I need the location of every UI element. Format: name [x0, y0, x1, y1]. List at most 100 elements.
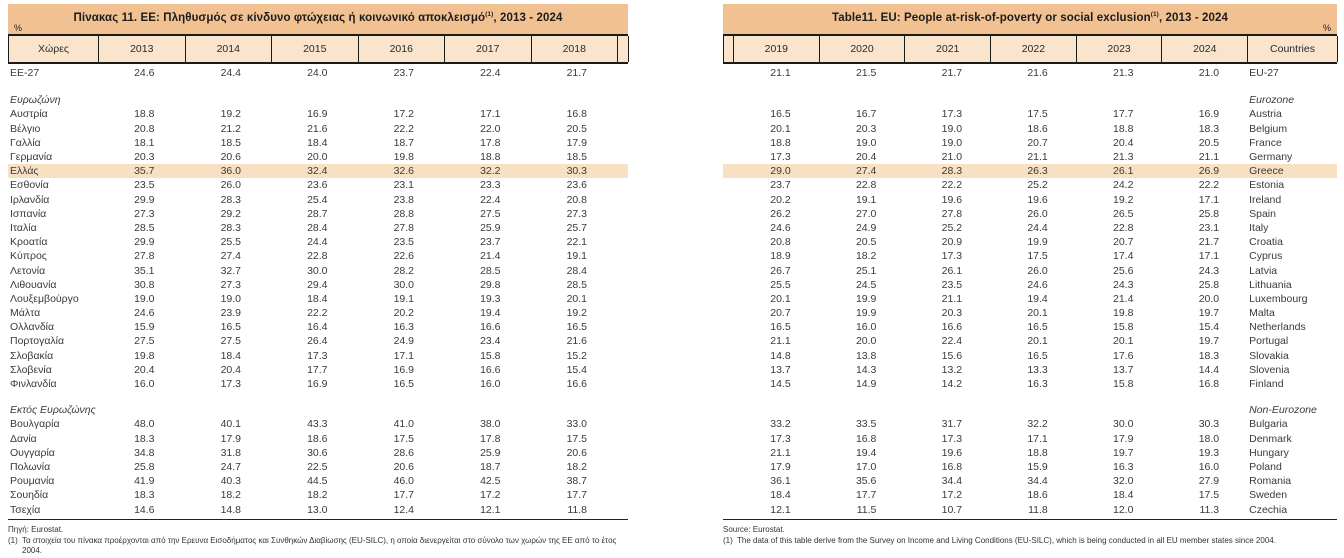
- value-cell: 29.2: [220, 207, 241, 220]
- source-line: Source: Eurostat.: [723, 524, 785, 534]
- value-cell: 23.1: [1198, 221, 1220, 234]
- value-cell: 23.6: [307, 179, 328, 192]
- value-cell: 31.8: [220, 446, 241, 459]
- table-english-body: 21.1 21.5 21.7 21.6 21.3 21.0 EU-27 Eurozone 16.…: [723, 64, 1337, 517]
- value-cell: 22.5: [307, 460, 328, 473]
- value-cell: 30.6: [307, 446, 328, 459]
- value-cell: 16.5: [220, 321, 241, 334]
- value-cell: 38.0: [480, 418, 501, 431]
- table-row: 23.7 22.8 22.2 25.2 24.2 22.2 Estonia: [723, 178, 1337, 192]
- value-cell: 29.8: [480, 278, 501, 291]
- value-cell: 42.5: [480, 475, 501, 488]
- value-cell: 23.7: [480, 236, 501, 249]
- value-cell: 24.0: [307, 67, 328, 80]
- value-cell: 16.0: [480, 378, 501, 391]
- value-cell: 34.8: [134, 446, 155, 459]
- country-label: Italy: [1249, 221, 1269, 234]
- value-cell: 18.4: [1113, 489, 1134, 502]
- value-cell: 22.6: [393, 250, 414, 263]
- value-cell: 16.3: [393, 321, 414, 334]
- country-label: Ελλάς: [10, 165, 39, 178]
- value-cell: 18.2: [307, 489, 328, 502]
- value-cell: 17.1: [480, 108, 501, 121]
- value-cell: 22.4: [480, 193, 501, 206]
- value-cell: 18.5: [566, 151, 587, 164]
- value-cell: 20.8: [134, 122, 155, 135]
- value-cell: 15.4: [566, 363, 587, 376]
- value-cell: 19.7: [1198, 335, 1220, 348]
- table-row: Βουλγαρία 48.0 40.1 43.3 41.0 38.0 33.0: [8, 417, 628, 431]
- value-cell: 24.9: [855, 221, 877, 234]
- country-label: EU-27: [1249, 67, 1279, 80]
- value-cell: 27.4: [855, 165, 877, 178]
- footnote-line: (1) Τα στοιχεία του πίνακα προέρχονται α…: [8, 536, 628, 557]
- section-row: Eurozone: [723, 93, 1337, 107]
- value-cell: 24.6: [134, 67, 155, 80]
- value-cell: 16.9: [393, 363, 414, 376]
- value-cell: 20.6: [220, 151, 241, 164]
- value-cell: 35.7: [134, 165, 155, 178]
- value-cell: 28.2: [393, 264, 414, 277]
- value-cell: 30.3: [566, 165, 587, 178]
- column-header-2013: 2013: [99, 36, 186, 62]
- value-cell: 19.6: [941, 446, 963, 459]
- value-cell: 22.0: [480, 122, 501, 135]
- table-row: Ολλανδία 15.9 16.5 16.4 16.3 16.6 16.5: [8, 320, 628, 334]
- value-cell: 27.8: [393, 221, 414, 234]
- value-cell: 13.0: [307, 503, 328, 516]
- value-cell: 18.3: [1198, 122, 1220, 135]
- table-row: Εσθονία 23.5 26.0 23.6 23.1 23.3 23.6: [8, 178, 628, 192]
- country-label: Ireland: [1249, 193, 1282, 206]
- section-row: Εκτός Ευρωζώνης: [8, 403, 628, 417]
- value-cell: 18.7: [480, 460, 501, 473]
- value-cell: 24.6: [134, 307, 155, 320]
- value-cell: 19.2: [1113, 193, 1134, 206]
- table-row: Σουηδία 18.3 18.2 18.2 17.7 17.2 17.7: [8, 488, 628, 502]
- value-cell: 22.8: [307, 250, 328, 263]
- percent-unit-label: %: [14, 23, 23, 33]
- value-cell: 17.7: [855, 489, 877, 502]
- column-header-2022: 2022: [991, 36, 1077, 62]
- country-label: Σλοβενία: [10, 363, 52, 376]
- percent-unit-label: %: [1322, 23, 1331, 33]
- value-cell: 15.6: [941, 349, 963, 362]
- column-header-2014: 2014: [186, 36, 272, 62]
- value-cell: 16.5: [770, 108, 791, 121]
- table-english-header-band: Table11. EU: People at-risk-of-poverty o…: [723, 4, 1337, 34]
- value-cell: 22.4: [480, 67, 501, 80]
- value-cell: 17.3: [770, 432, 791, 445]
- value-cell: 18.9: [770, 250, 791, 263]
- value-cell: 21.3: [1113, 151, 1134, 164]
- country-label: Belgium: [1249, 122, 1288, 135]
- value-cell: 27.9: [1198, 475, 1220, 488]
- value-cell: 14.8: [770, 349, 791, 362]
- table-row: Βέλγιο 20.8 21.2 21.6 22.2 22.0 20.5: [8, 122, 628, 136]
- value-cell: 24.3: [1198, 264, 1220, 277]
- value-cell: 30.0: [307, 264, 328, 277]
- value-cell: 24.4: [1027, 221, 1048, 234]
- table-row: Γαλλία 18.1 18.5 18.4 18.7 17.8 17.9: [8, 136, 628, 150]
- value-cell: 18.1: [134, 136, 155, 149]
- value-cell: 17.5: [1027, 108, 1048, 121]
- section-label: Eurozone: [1249, 94, 1295, 107]
- table-greek: Πίνακας 11. ΕΕ: Πληθυσμός σε κίνδυνο φτώ…: [8, 4, 629, 557]
- value-cell: 28.5: [480, 264, 501, 277]
- value-cell: 40.3: [220, 475, 241, 488]
- value-cell: 18.3: [134, 489, 155, 502]
- value-cell: 23.4: [480, 335, 501, 348]
- value-cell: 29.4: [307, 278, 328, 291]
- value-cell: 15.8: [1113, 321, 1134, 334]
- country-label: Slovakia: [1249, 349, 1289, 362]
- value-cell: 15.9: [134, 321, 155, 334]
- value-cell: 16.5: [393, 378, 414, 391]
- value-cell: 21.7: [941, 67, 963, 80]
- country-label: Κύπρος: [10, 250, 47, 263]
- value-cell: 26.7: [770, 264, 791, 277]
- table-row: Αυστρία 18.8 19.2 16.9 17.2 17.1 16.8: [8, 107, 628, 121]
- table-row: 14.8 13.8 15.6 16.5 17.6 18.3 Slovakia: [723, 349, 1337, 363]
- table-row: 21.1 19.4 19.6 18.8 19.7 19.3 Hungary: [723, 446, 1337, 460]
- value-cell: 26.0: [220, 179, 241, 192]
- value-cell: 26.3: [1027, 165, 1048, 178]
- value-cell: 12.1: [480, 503, 501, 516]
